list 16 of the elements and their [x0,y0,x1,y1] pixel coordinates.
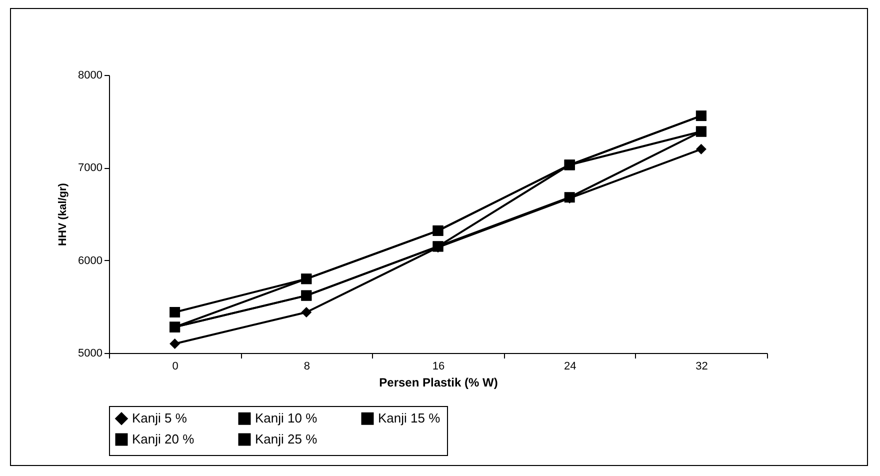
x-tick-label: 0 [172,360,178,372]
y-tick-label: 7000 [78,162,102,174]
y-axis-title: HHV (kal/gr) [57,182,70,246]
legend-label: Kanji 5 % [132,410,188,426]
y-tick-label: 6000 [78,254,102,267]
x-tick-label: 8 [304,360,310,372]
x-tick-label: 24 [564,360,576,372]
x-tick-label: 16 [432,360,445,372]
x-tick-label: 32 [696,360,708,372]
x-axis-title: Persen Plastik (% W) [379,376,498,390]
legend-label: Kanji 20 % [132,432,195,446]
legend-label: Kanji 15 % [378,410,441,426]
legend-label: Kanji 10 % [255,410,318,426]
legend-label: Kanji 25 % [255,432,318,446]
y-tick-label: 5000 [78,348,102,360]
y-tick-label: 8000 [78,70,102,82]
